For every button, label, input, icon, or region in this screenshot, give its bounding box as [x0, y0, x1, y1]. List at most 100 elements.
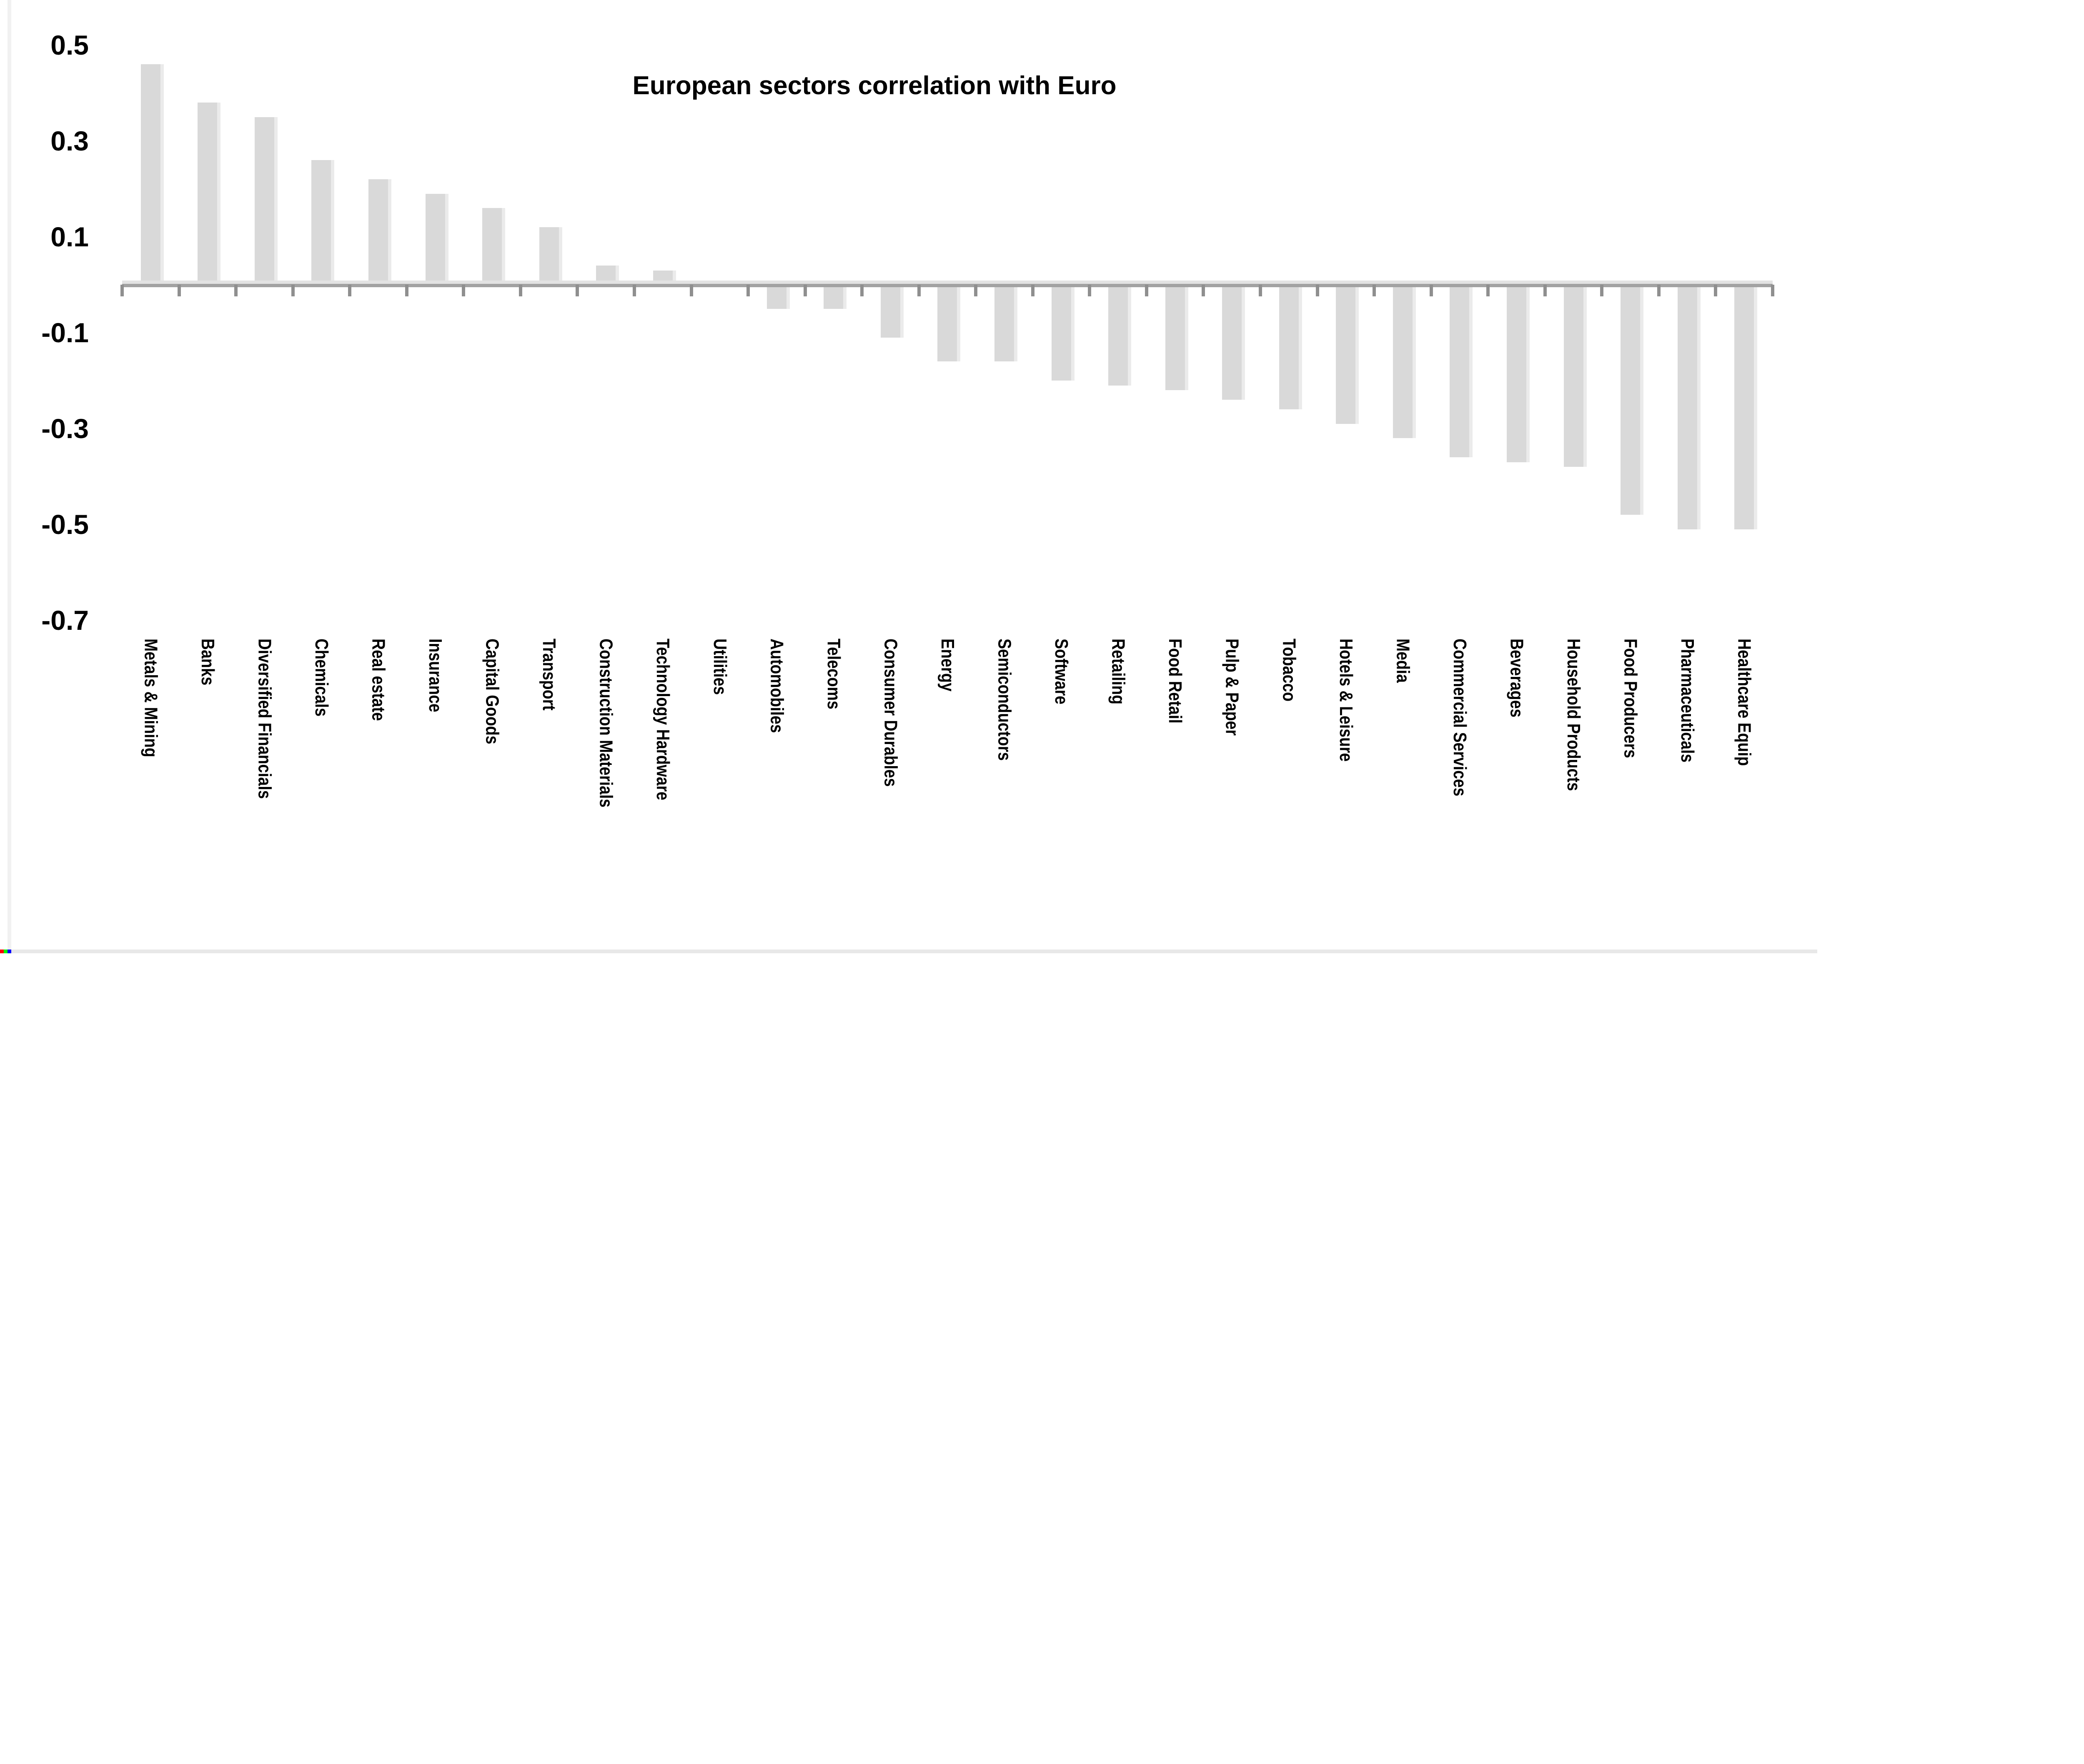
x-axis-shadow-line — [122, 281, 1773, 284]
category-label-text: Automobiles — [766, 639, 787, 733]
x-axis-tick-14 — [917, 285, 921, 296]
category-label-pulp-paper: Pulp & Paper — [1222, 639, 1242, 755]
bar-food-producers — [1621, 285, 1644, 515]
category-label-software: Software — [1051, 639, 1072, 718]
category-label-consumer-durables: Consumer Durables — [880, 639, 901, 815]
x-axis-tick-25 — [1543, 285, 1547, 296]
category-label-text: Healthcare Equip — [1734, 639, 1755, 766]
category-label-text: Pharmaceuticals — [1677, 639, 1698, 763]
category-label-text: Chemicals — [311, 639, 332, 717]
category-label-text: Household Products — [1563, 639, 1584, 791]
category-label-text: Pulp & Paper — [1222, 639, 1242, 736]
category-label-retailing: Retailing — [1108, 639, 1129, 718]
x-axis-tick-4 — [348, 285, 352, 296]
x-axis-tick-20 — [1259, 285, 1262, 296]
x-axis-tick-28 — [1714, 285, 1718, 296]
x-axis-tick-22 — [1373, 285, 1376, 296]
y-tick-label--0.3: -0.3 — [41, 413, 89, 444]
x-axis-tick-1 — [177, 285, 181, 296]
bar-energy — [937, 285, 961, 361]
corner-square-0 — [0, 950, 4, 953]
bar-chemicals — [311, 160, 335, 285]
x-axis-tick-21 — [1315, 285, 1319, 296]
category-label-text: Retailing — [1108, 639, 1129, 704]
category-label-text: Tobacco — [1279, 639, 1300, 702]
bar-household-products — [1563, 285, 1587, 467]
bar-insurance — [425, 193, 448, 285]
x-axis-tick-0 — [120, 285, 124, 296]
category-label-text: Energy — [937, 639, 958, 692]
category-label-text: Transport — [539, 639, 560, 711]
category-label-commercial-services: Commercial Services — [1449, 639, 1470, 826]
bar-automobiles — [766, 285, 790, 309]
category-label-household-products: Household Products — [1563, 639, 1584, 820]
bar-tobacco — [1279, 285, 1302, 409]
category-label-banks: Banks — [197, 639, 218, 696]
category-label-insurance: Insurance — [425, 639, 446, 727]
category-label-text: Construction Materials — [596, 639, 616, 808]
bar-commercial-services — [1450, 285, 1473, 457]
bar-banks — [198, 103, 221, 285]
x-axis-tick-13 — [860, 285, 864, 296]
x-axis-tick-11 — [746, 285, 750, 296]
category-label-technology-hardware: Technology Hardware — [653, 639, 673, 831]
y-tick-label-0.5: 0.5 — [50, 30, 89, 60]
bar-retailing — [1108, 285, 1132, 386]
category-label-food-retail: Food Retail — [1165, 639, 1186, 741]
category-label-metals-mining: Metals & Mining — [140, 639, 161, 780]
category-label-text: Food Retail — [1165, 639, 1186, 724]
category-label-text: Capital Goods — [482, 639, 503, 744]
corner-square-2 — [8, 950, 11, 953]
category-label-text: Hotels & Leisure — [1335, 639, 1356, 762]
category-label-text: Semiconductors — [994, 639, 1015, 761]
x-axis-tick-5 — [405, 285, 408, 296]
category-label-text: Utilities — [709, 639, 730, 695]
y-tick-label--0.1: -0.1 — [41, 317, 89, 348]
category-label-semiconductors: Semiconductors — [994, 639, 1015, 784]
bar-hotels-leisure — [1336, 285, 1359, 424]
x-axis-tick-8 — [576, 285, 579, 296]
category-label-text: Consumer Durables — [880, 639, 901, 787]
category-label-utilities: Utilities — [709, 639, 730, 707]
category-label-hotels-leisure: Hotels & Leisure — [1335, 639, 1356, 785]
chart-area-bottom-border — [0, 950, 1817, 953]
category-label-pharmaceuticals: Pharmaceuticals — [1677, 639, 1698, 787]
bar-software — [1051, 285, 1075, 381]
y-tick-label--0.5: -0.5 — [41, 509, 89, 540]
x-axis-tick-19 — [1202, 285, 1205, 296]
chart-area-left-border — [8, 0, 11, 950]
category-label-tobacco: Tobacco — [1279, 639, 1300, 715]
x-axis-tick-12 — [803, 285, 807, 296]
bar-beverages — [1506, 285, 1530, 462]
bar-telecoms — [824, 285, 847, 309]
category-label-diversified-financials: Diversified Financials — [254, 639, 275, 829]
y-tick-label-0.3: 0.3 — [50, 125, 89, 156]
category-label-beverages: Beverages — [1506, 639, 1527, 734]
bar-metals-mining — [140, 64, 164, 285]
bar-diversified-financials — [254, 117, 278, 285]
x-axis-tick-10 — [689, 285, 693, 296]
bar-food-retail — [1165, 285, 1188, 390]
x-axis-tick-6 — [462, 285, 466, 296]
category-label-text: Diversified Financials — [254, 639, 275, 799]
chart-title: European sectors correlation with Euro — [632, 71, 1117, 100]
x-axis-tick-16 — [1031, 285, 1034, 296]
category-label-text: Banks — [197, 639, 218, 686]
x-axis-tick-18 — [1145, 285, 1148, 296]
category-label-text: Media — [1393, 639, 1413, 683]
x-axis-tick-2 — [234, 285, 238, 296]
bar-capital-goods — [482, 208, 506, 285]
x-axis-tick-15 — [974, 285, 978, 296]
bar-consumer-durables — [880, 285, 904, 338]
category-label-construction-materials: Construction Materials — [596, 639, 616, 839]
bar-pulp-paper — [1222, 285, 1245, 400]
category-label-capital-goods: Capital Goods — [482, 639, 503, 765]
x-axis-line — [122, 284, 1773, 287]
category-label-transport: Transport — [539, 639, 560, 725]
bar-pharmaceuticals — [1677, 285, 1701, 529]
category-label-text: Real estate — [368, 639, 389, 721]
category-label-real-estate: Real estate — [368, 639, 389, 737]
x-axis-tick-9 — [632, 285, 636, 296]
y-tick-label--0.7: -0.7 — [41, 605, 89, 636]
category-label-text: Commercial Services — [1449, 639, 1470, 797]
